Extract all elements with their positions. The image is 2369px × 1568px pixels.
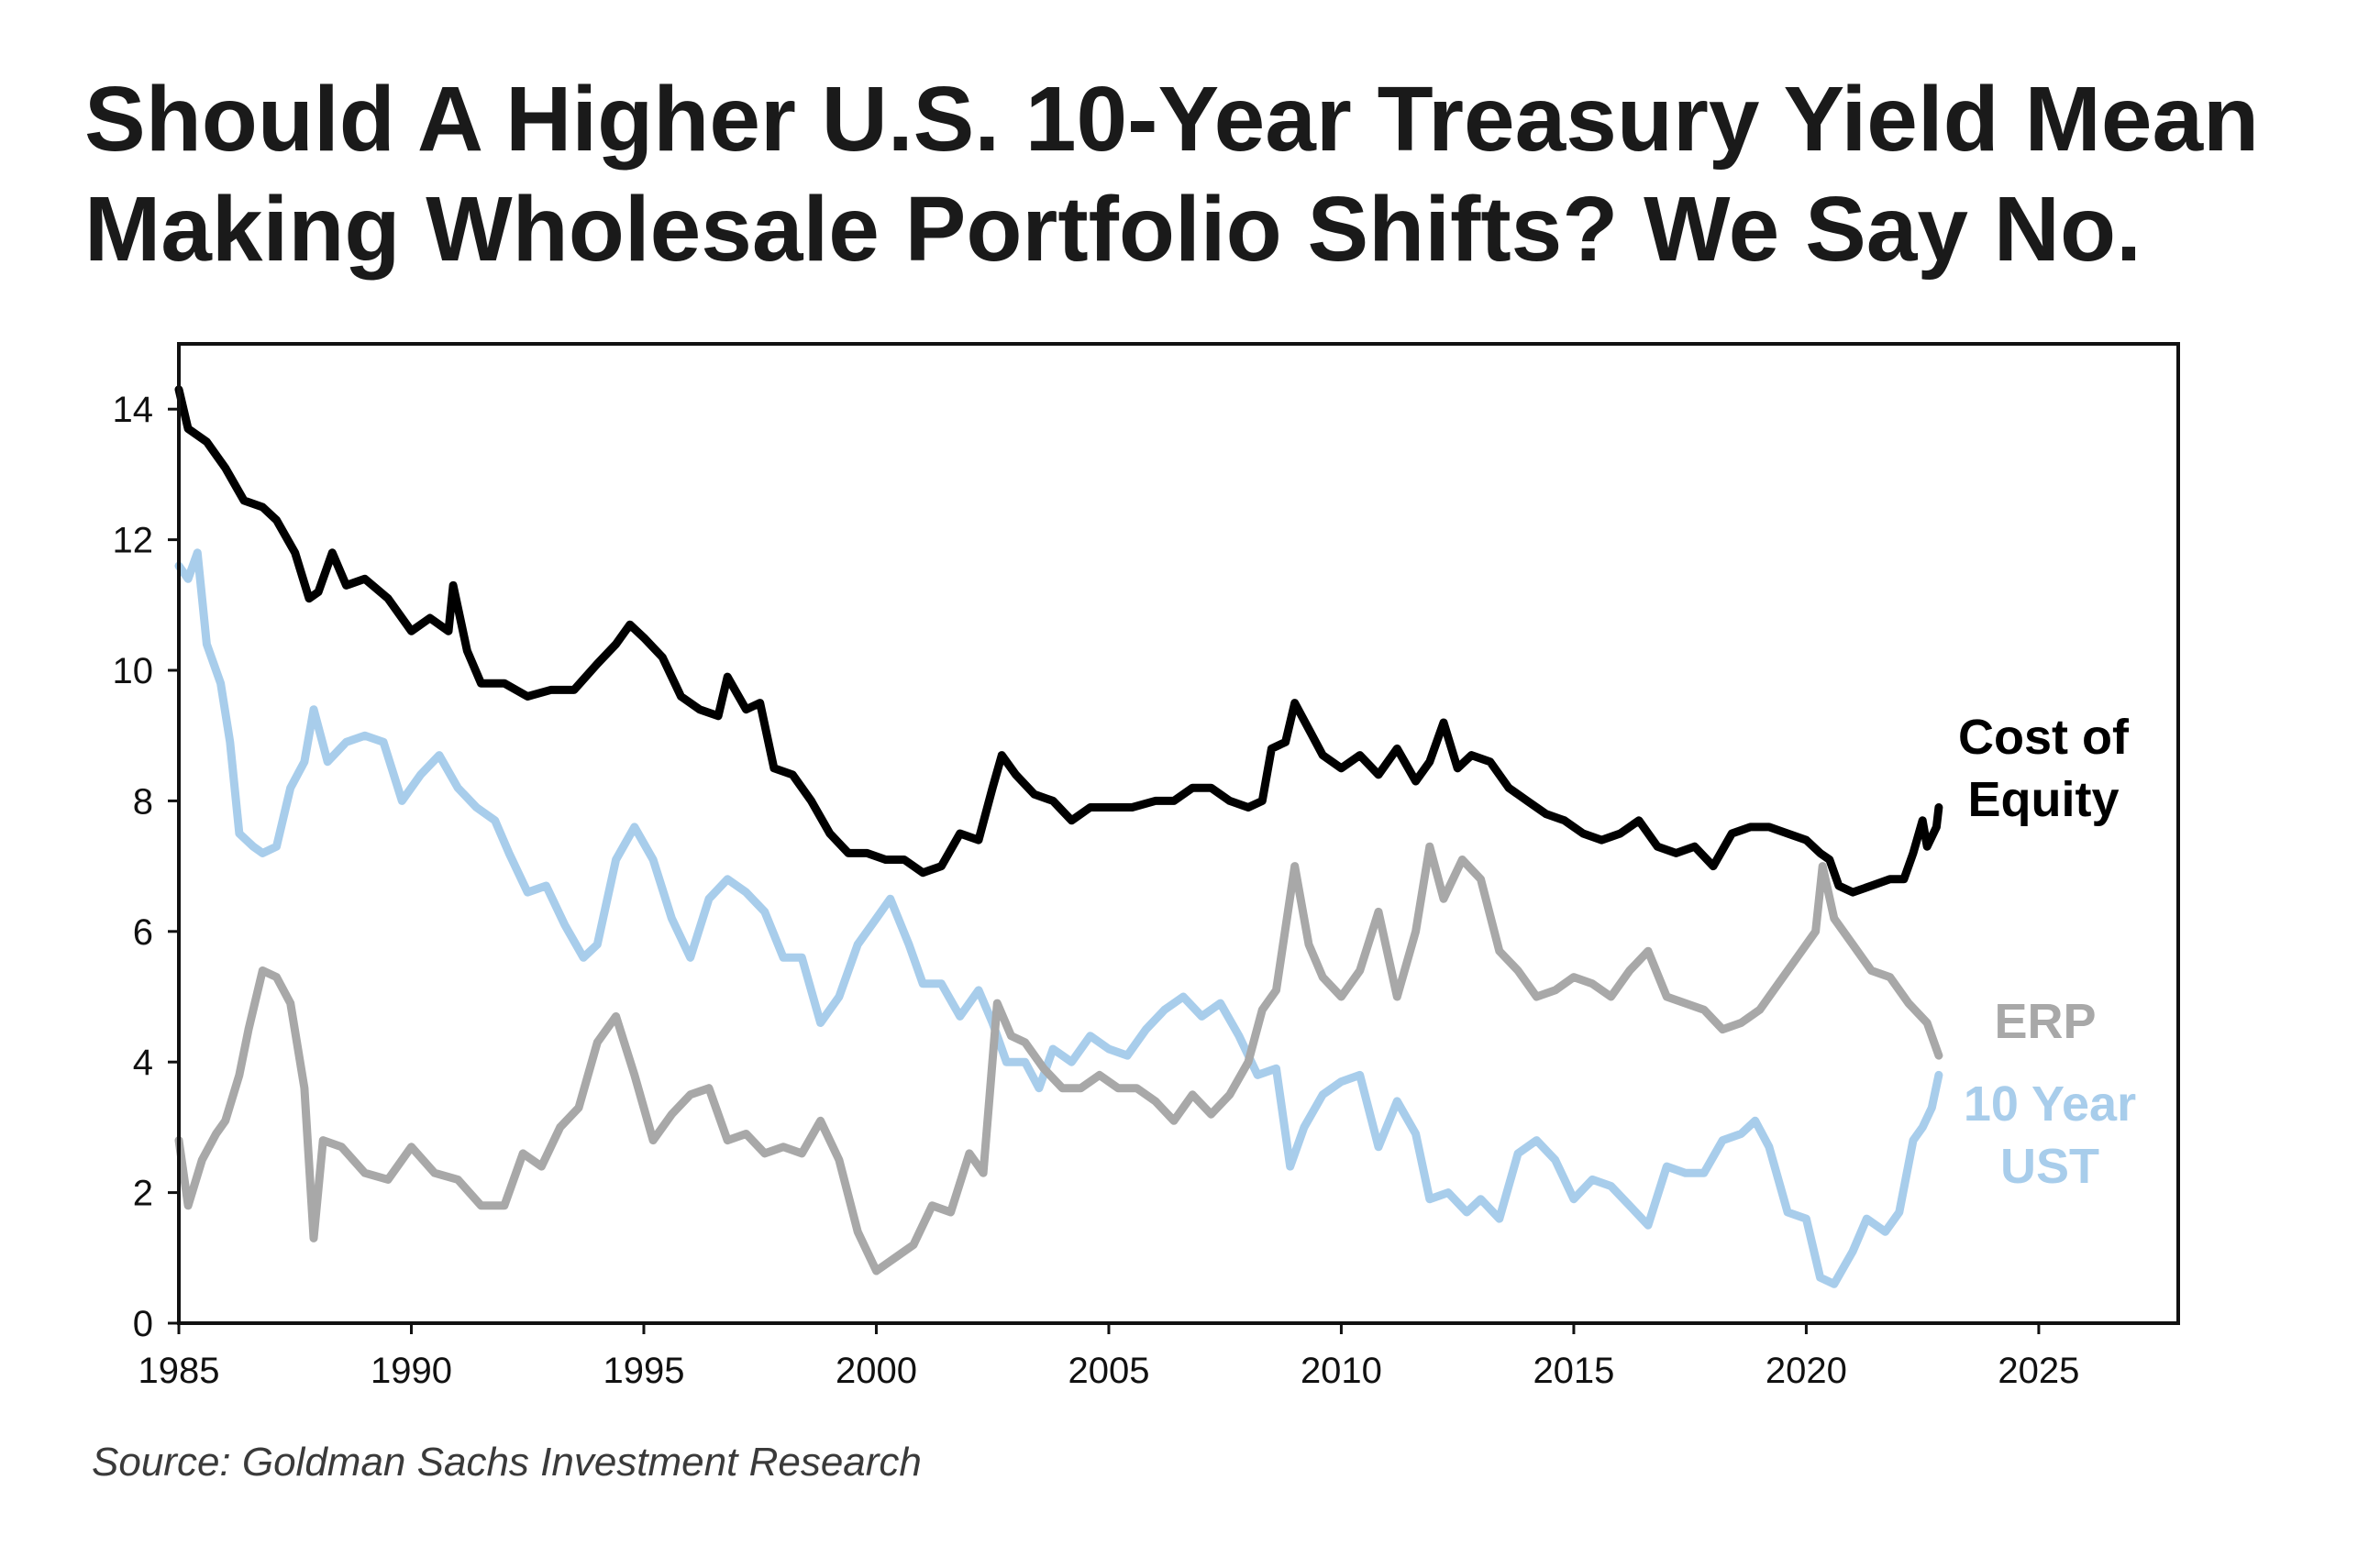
y-tick-label: 6 — [133, 912, 153, 953]
y-tick-label: 12 — [113, 521, 154, 561]
x-tick-label: 1990 — [371, 1351, 452, 1391]
x-tick-label: 1985 — [138, 1351, 220, 1391]
series-label: Cost of — [1958, 710, 2130, 765]
x-tick-label: 2015 — [1533, 1351, 1614, 1391]
y-tick-label: 2 — [133, 1174, 153, 1214]
x-tick-label: 2020 — [1766, 1351, 1847, 1391]
series-label: 10 Year — [1964, 1077, 2136, 1132]
series-label: ERP — [1994, 994, 2096, 1049]
y-tick-label: 0 — [133, 1304, 153, 1344]
series-line-10-year-ust — [174, 548, 1943, 1288]
y-tick-label: 10 — [113, 651, 154, 691]
y-tick-label: 8 — [133, 781, 153, 822]
x-tick-label: 2025 — [1998, 1351, 2079, 1391]
title-line-2: Making Wholesale Portfolio Shifts? We Sa… — [84, 178, 2142, 281]
series-layer — [174, 385, 1943, 1288]
y-axis: 0 2 4 6 8 10 12 14 — [113, 390, 179, 1344]
series-line-cost-of-equity — [174, 385, 1943, 897]
x-tick-label: 2000 — [836, 1351, 917, 1391]
x-tick-label: 1995 — [603, 1351, 684, 1391]
y-tick-label: 4 — [133, 1043, 153, 1083]
series-labels: Cost of Equity ERP 10 Year UST — [1958, 710, 2136, 1194]
plot-frame — [177, 342, 2180, 1325]
title-line-1: Should A Higher U.S. 10-Year Treasury Yi… — [84, 68, 2260, 171]
source-note: Source: Goldman Sachs Investment Researc… — [92, 1440, 922, 1485]
series-label: Equity — [1967, 772, 2119, 827]
x-axis: 1985 1990 1995 2000 2005 2010 2015 2020 2025 — [138, 1323, 2079, 1391]
x-tick-label: 2005 — [1068, 1351, 1149, 1391]
line-chart: 0 2 4 6 8 10 12 14 1985 1990 1995 2000 2005 2010 2015… — [113, 342, 2180, 1391]
series-label: UST — [2000, 1139, 2099, 1194]
y-tick-label: 14 — [113, 390, 154, 430]
x-tick-label: 2010 — [1301, 1351, 1382, 1391]
page-title: Should A Higher U.S. 10-Year Treasury Yi… — [84, 64, 2341, 284]
series-line-erp — [174, 842, 1943, 1275]
